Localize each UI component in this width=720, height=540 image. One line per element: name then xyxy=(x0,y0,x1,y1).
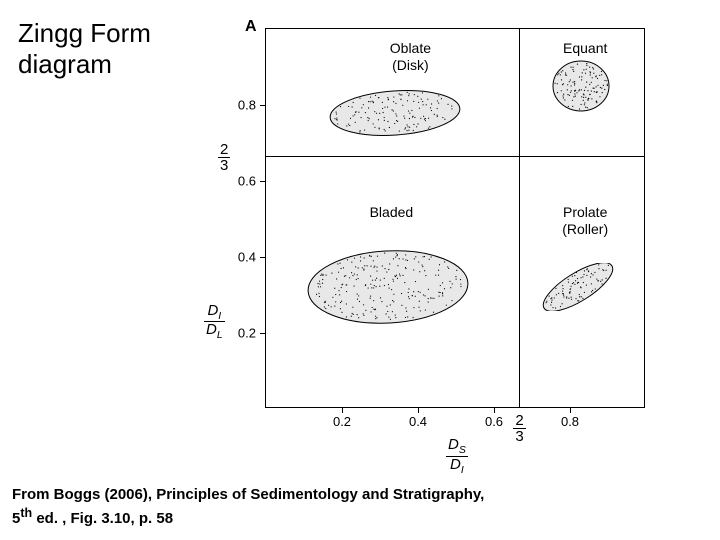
xtick-label: 0.6 xyxy=(485,414,503,429)
page-title: Zingg Form diagram xyxy=(18,18,151,80)
xtick-label: 0.2 xyxy=(333,414,351,429)
xtick xyxy=(570,407,571,413)
y-axis-label: DIDL xyxy=(204,303,225,341)
ytick-label: 0.2 xyxy=(226,326,256,341)
plot-area: 0.20.40.60.80.20.40.60.82323DSDIDIDLObla… xyxy=(265,28,645,408)
title-line1: Zingg Form xyxy=(18,18,151,48)
quadrant-label-bottom_right: Prolate(Roller) xyxy=(545,204,625,238)
divider-vertical xyxy=(519,29,520,407)
title-line2: diagram xyxy=(18,49,112,79)
y-divider-label: 23 xyxy=(218,142,230,173)
xtick-label: 0.4 xyxy=(409,414,427,429)
ytick xyxy=(260,333,266,334)
x-divider-label: 23 xyxy=(513,413,525,444)
panel-letter: A xyxy=(245,18,257,36)
divider-horizontal xyxy=(266,156,644,157)
xtick xyxy=(342,407,343,413)
quadrant-label-bottom_left: Bladed xyxy=(351,204,431,221)
ytick xyxy=(260,181,266,182)
citation-superscript: 5th ed. , Fig. 3.10, p. 58 xyxy=(12,510,173,527)
ytick-label: 0.4 xyxy=(226,250,256,265)
xtick-label: 0.8 xyxy=(561,414,579,429)
citation: From Boggs (2006), Principles of Sedimen… xyxy=(12,485,484,528)
ytick xyxy=(260,257,266,258)
citation-line1: From Boggs (2006), Principles of Sedimen… xyxy=(12,486,484,503)
x-axis-label: DSDI xyxy=(446,437,468,475)
zingg-diagram: A 0.20.40.60.80.20.40.60.82323DSDIDIDLOb… xyxy=(200,20,680,480)
ytick-label: 0.8 xyxy=(226,98,256,113)
pebble-1 xyxy=(543,51,619,121)
xtick xyxy=(418,407,419,413)
ytick-label: 0.6 xyxy=(226,174,256,189)
pebble-3 xyxy=(528,263,628,311)
xtick xyxy=(494,407,495,413)
quadrant-label-top_left: Oblate(Disk) xyxy=(370,40,450,74)
ytick xyxy=(260,105,266,106)
pebble-2 xyxy=(298,241,478,333)
pebble-0 xyxy=(320,81,470,145)
